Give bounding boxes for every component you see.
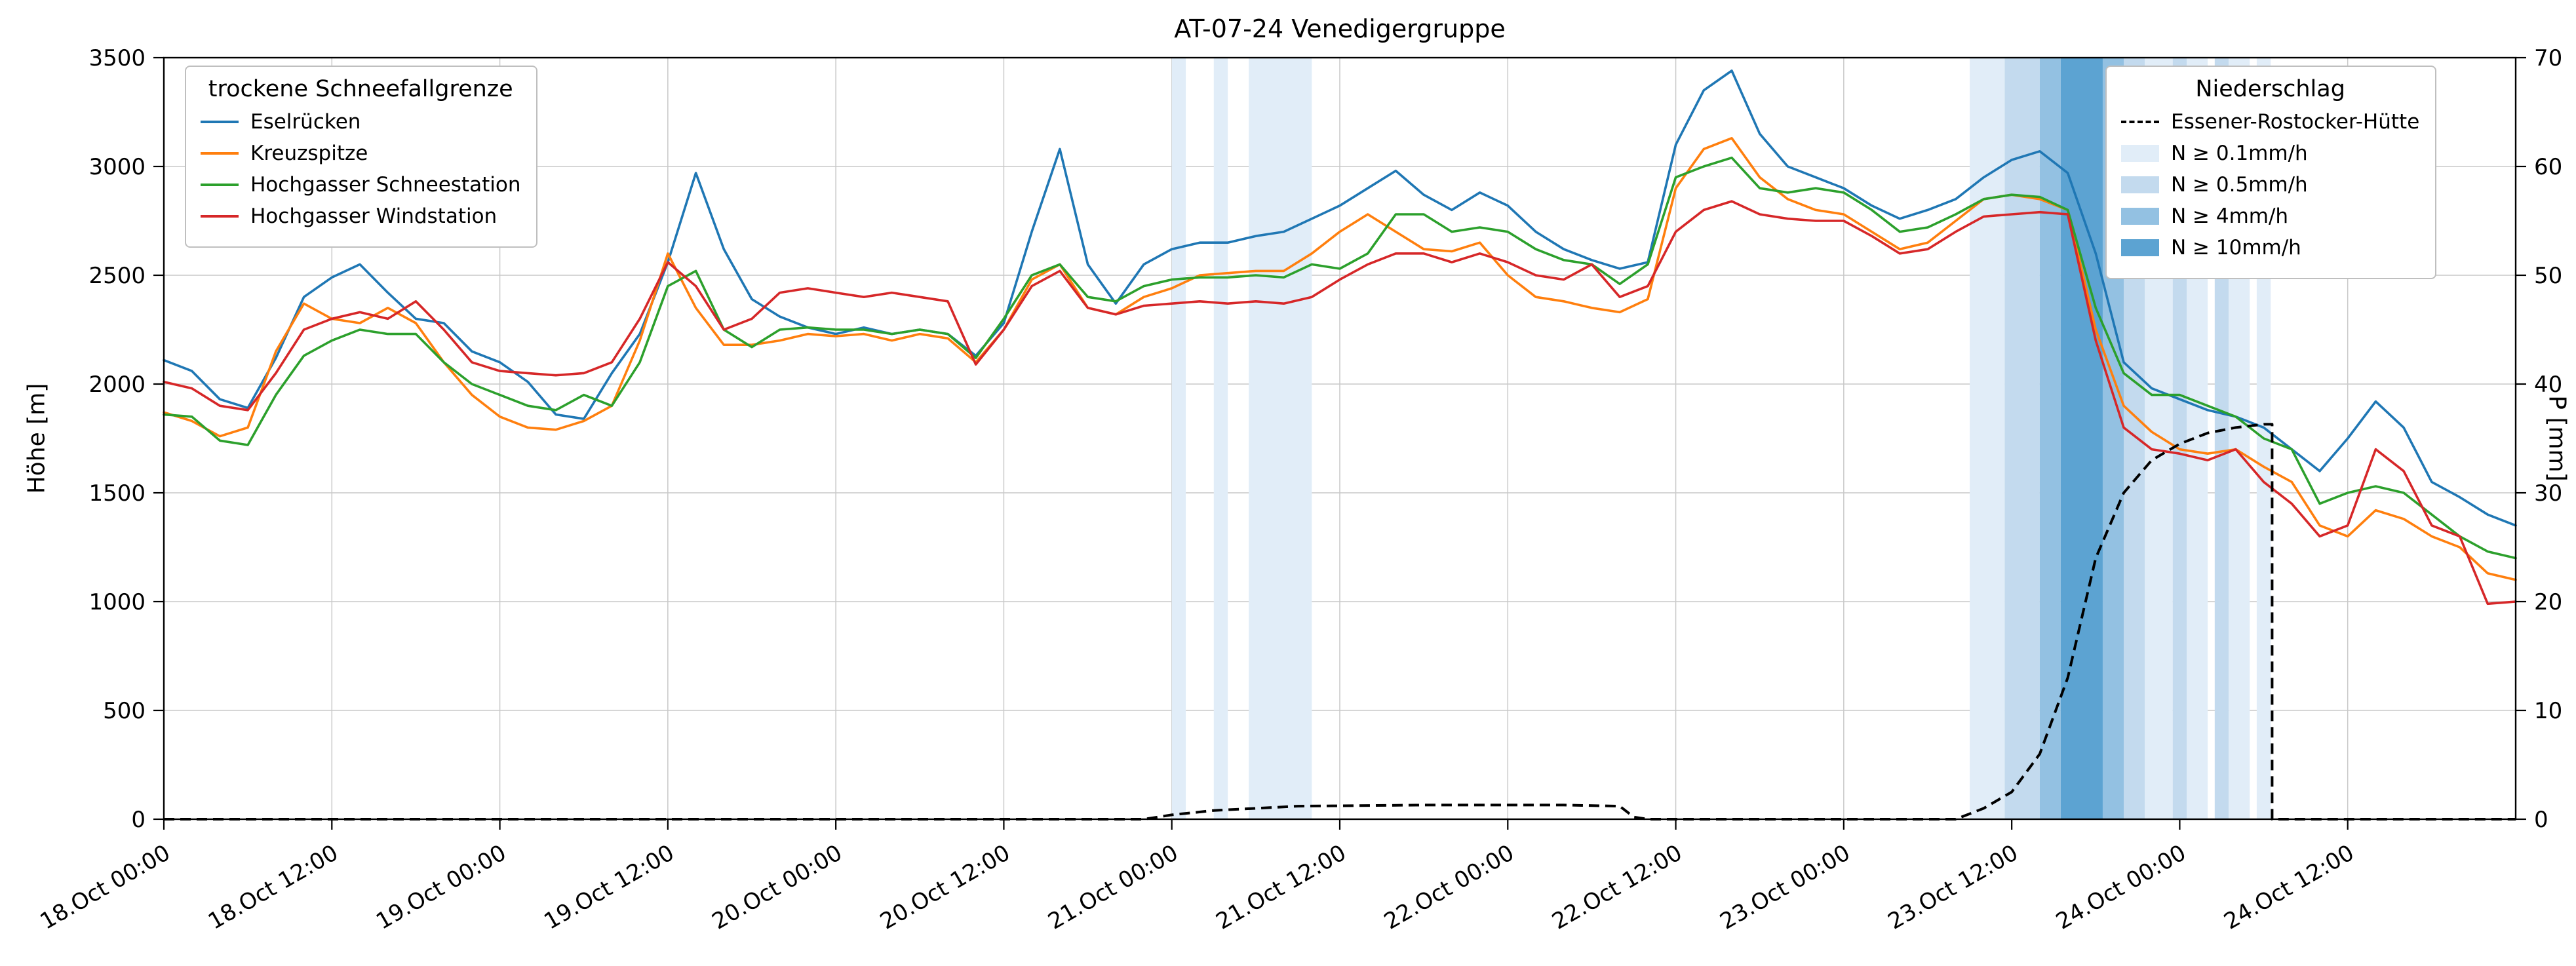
legend-entry-hochgasser-windstation-label: Hochgasser Windstation (250, 204, 498, 228)
y-tick-right-label: 20 (2534, 589, 2562, 615)
legend-entry-hochgasser-windstation: Hochgasser Windstation (201, 204, 520, 228)
precip-band-0.1 (1171, 58, 1186, 819)
legend-entry-eselruecken-sample (201, 121, 239, 123)
y-tick-right-label: 70 (2534, 45, 2562, 71)
legend-entry-hochgasser-windstation-sample (201, 215, 239, 218)
precip-cumulative-line (164, 423, 2516, 821)
precip-band-4 (2039, 58, 2061, 819)
legend-entry-eselruecken: Eselrücken (201, 110, 520, 134)
legend-entry-band-4-sample (2121, 208, 2159, 225)
y-tick-right-label: 30 (2534, 480, 2562, 507)
x-tick-label: 24.Oct 00:00 (2052, 840, 2191, 935)
legend-entry-band-0.5: N ≥ 0.5mm/h (2121, 173, 2419, 197)
y-tick-right-label: 50 (2534, 263, 2562, 289)
y-tick-left-label: 500 (103, 698, 146, 724)
legend-precipitation-entries: Essener-Rostocker-Hütte N ≥ 0.1mm/h N ≥ 0.… (2121, 110, 2419, 260)
y-axis-label-left: Höhe [m] (23, 383, 50, 494)
legend-entry-hochgasser-schneestation-sample (201, 184, 239, 186)
legend-entry-band-0.1-sample (2121, 145, 2159, 162)
legend-entry-band-4: N ≥ 4mm/h (2121, 204, 2419, 228)
y-tick-left-label: 3000 (88, 154, 146, 180)
x-tick-label: 18.Oct 00:00 (36, 840, 175, 935)
series-line-kreuzspitze (163, 137, 2517, 581)
precip-band-0.1 (1249, 58, 1312, 819)
precip-band-0.5 (2004, 58, 2040, 819)
x-tick-label: 21.Oct 00:00 (1044, 840, 1182, 935)
legend-snowfall-line: trockene Schneefallgrenze Eselrücken Kreu… (185, 66, 538, 248)
y-axis-label-right: P [mm] (2543, 395, 2571, 482)
legend-snowfall-title: trockene Schneefallgrenze (208, 76, 513, 102)
y-tick-left-label: 0 (131, 807, 146, 833)
legend-entry-band-10-sample (2121, 239, 2159, 256)
y-tick-right-label: 60 (2534, 154, 2562, 180)
legend-entry-band-0.1: N ≥ 0.1mm/h (2121, 142, 2419, 165)
series-line-hochgasser-windstation (163, 200, 2517, 606)
legend-entry-hochgasser-schneestation: Hochgasser Schneestation (201, 173, 520, 197)
legend-entry-essener-rostocker-huette-label: Essener-Rostocker-Hütte (2171, 110, 2420, 134)
x-tick-label: 21.Oct 12:00 (1212, 840, 1351, 935)
precip-band-10 (2060, 58, 2103, 819)
x-tick-label: 23.Oct 00:00 (1715, 840, 1854, 935)
legend-entry-hochgasser-schneestation-label: Hochgasser Schneestation (250, 173, 521, 197)
series-line-hochgasser-schneestation (163, 156, 2517, 560)
legend-snowfall-entries: Eselrücken Kreuzspitze Hochgasser Schneest… (201, 110, 520, 228)
legend-entry-band-0.5-sample (2121, 176, 2159, 193)
y-tick-right-label: 0 (2534, 807, 2548, 833)
y-tick-left-label: 2500 (88, 263, 146, 289)
legend-entry-band-4-label: N ≥ 4mm/h (2171, 204, 2289, 228)
y-tick-right-label: 40 (2534, 372, 2562, 398)
y-tick-left-label: 1500 (88, 480, 146, 507)
x-tick-label: 24.Oct 12:00 (2219, 840, 2358, 935)
x-tick-label: 20.Oct 00:00 (708, 840, 847, 935)
x-tick-label: 22.Oct 12:00 (1548, 840, 1687, 935)
series-line-eselruecken (163, 69, 2517, 527)
x-tick-label: 20.Oct 12:00 (876, 840, 1015, 935)
legend-entry-band-0.1-label: N ≥ 0.1mm/h (2171, 142, 2308, 165)
x-tick-label: 19.Oct 12:00 (539, 840, 678, 935)
x-tick-label: 19.Oct 00:00 (372, 840, 511, 935)
legend-entry-band-0.5-label: N ≥ 0.5mm/h (2171, 173, 2308, 197)
legend-entry-band-10: N ≥ 10mm/h (2121, 236, 2419, 260)
x-tick-label: 23.Oct 12:00 (1884, 840, 2023, 935)
legend-entry-kreuzspitze: Kreuzspitze (201, 142, 520, 165)
y-tick-left-label: 3500 (88, 45, 146, 71)
legend-entry-kreuzspitze-label: Kreuzspitze (250, 142, 368, 165)
legend-precipitation-title: Niederschlag (2195, 76, 2345, 102)
legend-entry-essener-rostocker-huette-sample (2121, 121, 2159, 123)
y-tick-left-label: 2000 (88, 372, 146, 398)
chart-title: AT-07-24 Venedigergruppe (1174, 14, 1506, 43)
precip-band-0.1 (1213, 58, 1228, 819)
legend-entry-kreuzspitze-sample (201, 152, 239, 155)
y-tick-left-label: 1000 (88, 589, 146, 615)
y-tick-right-label: 10 (2534, 698, 2562, 724)
legend-entry-eselruecken-label: Eselrücken (250, 110, 361, 134)
x-tick-label: 18.Oct 12:00 (204, 840, 343, 935)
precip-band-0.1 (1970, 58, 2005, 819)
legend-precipitation: Niederschlag Essener-Rostocker-Hütte N ≥ … (2105, 66, 2437, 279)
legend-entry-band-10-label: N ≥ 10mm/h (2171, 236, 2301, 260)
legend-entry-essener-rostocker-huette: Essener-Rostocker-Hütte (2121, 110, 2419, 134)
x-tick-label: 22.Oct 00:00 (1380, 840, 1519, 935)
